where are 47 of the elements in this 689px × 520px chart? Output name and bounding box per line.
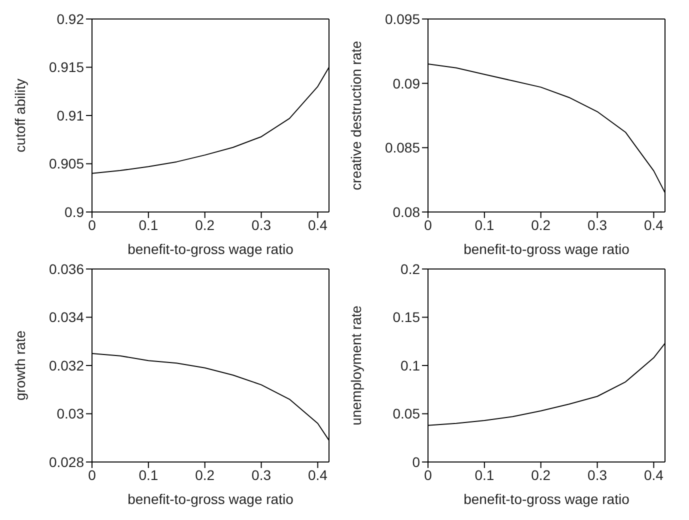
y-tick-label: 0.905: [48, 156, 84, 172]
y-tick-label: 0.085: [384, 140, 420, 156]
x-tick-label: 0: [424, 466, 432, 483]
y-axis-title: unemployment rate: [348, 305, 364, 426]
x-tick-label: 0: [88, 216, 96, 233]
y-tick-label: 0.15: [392, 309, 420, 326]
x-tick-label: 0.2: [531, 466, 551, 483]
y-tick-label: 0.03: [56, 406, 84, 422]
x-tick-label: 0.3: [588, 466, 608, 483]
x-tick-label: 0.3: [252, 216, 272, 233]
x-tick-label: 0: [88, 466, 96, 483]
x-tick-label: 0.2: [531, 216, 551, 233]
y-tick-label: 0.036: [48, 260, 84, 277]
y-axis-title: cutoff ability: [12, 78, 28, 152]
x-tick-label: 0.1: [138, 466, 158, 483]
y-tick-label: 0.9: [64, 204, 84, 220]
x-tick-label: 0.3: [252, 466, 272, 483]
x-tick-label: 0.4: [644, 466, 664, 483]
y-tick-label: 0.92: [56, 10, 84, 27]
y-tick-label: 0.09: [392, 75, 420, 92]
y-tick-label: 0.1: [400, 357, 420, 374]
x-axis-title: benefit-to-gross wage ratio: [464, 491, 630, 507]
x-tick-label: 0.2: [195, 466, 215, 483]
y-tick-label: 0.08: [392, 204, 420, 220]
y-tick-label: 0.032: [48, 357, 84, 374]
y-axis-title: creative destruction rate: [348, 40, 364, 190]
x-tick-label: 0: [424, 216, 432, 233]
y-tick-label: 0.028: [48, 454, 84, 470]
x-tick-label: 0.4: [308, 216, 328, 233]
x-axis-title: benefit-to-gross wage ratio: [464, 241, 630, 257]
y-tick-label: 0.2: [400, 260, 420, 277]
y-tick-label: 0.095: [384, 10, 420, 27]
x-tick-label: 0.1: [474, 216, 494, 233]
y-tick-label: 0.034: [48, 309, 84, 326]
x-axis-title: benefit-to-gross wage ratio: [128, 241, 294, 257]
x-tick-label: 0.3: [588, 216, 608, 233]
x-tick-label: 0.1: [138, 216, 158, 233]
x-tick-label: 0.1: [474, 466, 494, 483]
y-tick-label: 0: [412, 454, 420, 470]
y-tick-label: 0.915: [48, 59, 84, 76]
y-tick-label: 0.91: [56, 107, 84, 124]
x-axis-title: benefit-to-gross wage ratio: [128, 491, 294, 507]
y-tick-label: 0.05: [392, 406, 420, 422]
x-tick-label: 0.2: [195, 216, 215, 233]
x-tick-label: 0.4: [308, 466, 328, 483]
y-axis-title: growth rate: [12, 330, 28, 401]
x-tick-label: 0.4: [644, 216, 664, 233]
